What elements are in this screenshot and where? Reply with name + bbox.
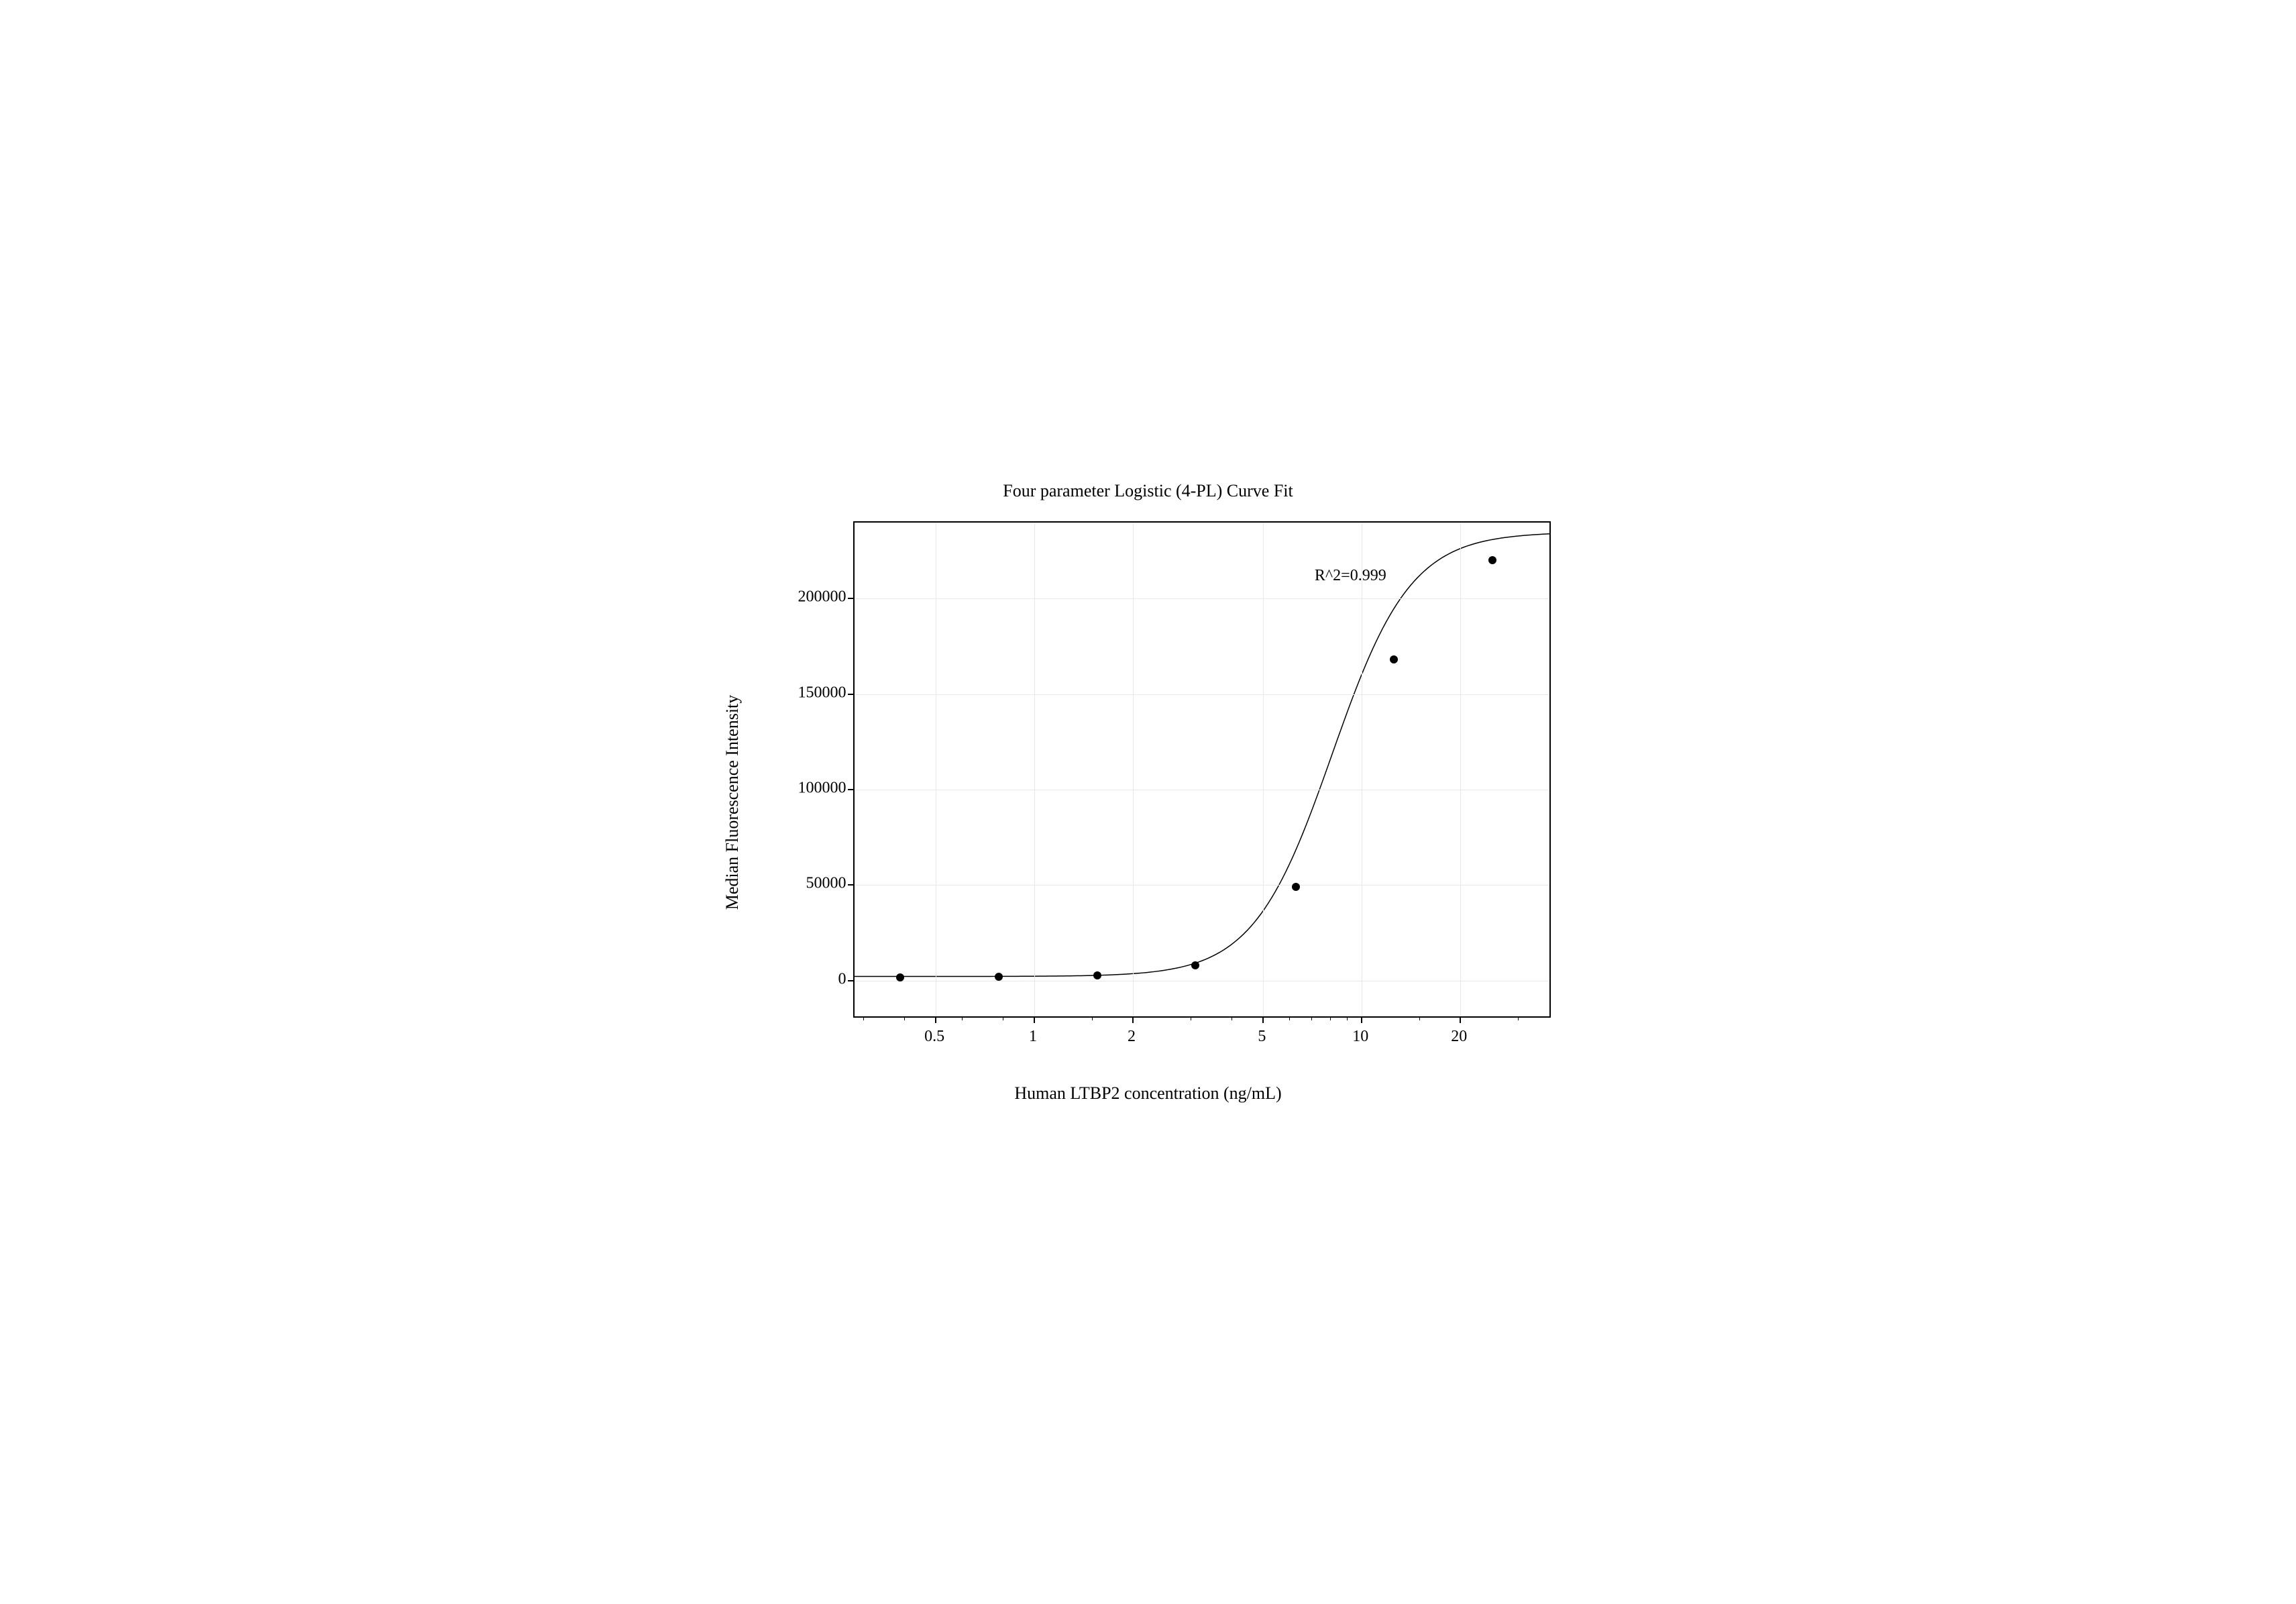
x-tick-minor <box>1289 1016 1290 1020</box>
y-tick <box>848 598 855 599</box>
data-point <box>1292 883 1300 891</box>
y-tick-label: 150000 <box>798 684 846 702</box>
x-tick-minor <box>1347 1016 1348 1020</box>
y-tick <box>848 884 855 886</box>
x-tick <box>1034 1016 1035 1023</box>
y-tick <box>848 789 855 790</box>
data-point <box>896 973 904 981</box>
x-tick-minor <box>1311 1016 1312 1020</box>
grid-line-horizontal <box>855 598 1549 599</box>
x-tick-label: 20 <box>1451 1028 1467 1046</box>
chart-container: Four parameter Logistic (4-PL) Curve Fit… <box>679 474 1618 1130</box>
grid-line-vertical <box>1263 523 1264 1016</box>
grid-line-vertical <box>1133 523 1134 1016</box>
x-tick-label: 5 <box>1258 1028 1266 1046</box>
y-tick-label: 100000 <box>798 779 846 797</box>
data-point <box>1093 971 1101 979</box>
x-tick-label: 10 <box>1352 1028 1368 1046</box>
x-tick-minor <box>1330 1016 1331 1020</box>
y-tick <box>848 694 855 695</box>
x-tick <box>1262 1016 1264 1023</box>
y-tick-label: 200000 <box>798 588 846 606</box>
x-tick-label: 0.5 <box>924 1028 944 1046</box>
grid-line-horizontal <box>855 694 1549 695</box>
x-tick-minor <box>962 1016 963 1020</box>
grid-line-vertical <box>1460 523 1461 1016</box>
fit-curve <box>855 533 1549 976</box>
x-tick-minor <box>904 1016 905 1020</box>
x-tick-minor <box>1419 1016 1420 1020</box>
grid-line-horizontal <box>855 885 1549 886</box>
x-tick-minor <box>1518 1016 1519 1020</box>
r-squared-annotation: R^2=0.999 <box>1315 567 1386 585</box>
y-tick-label: 50000 <box>806 875 846 893</box>
data-point <box>1390 655 1398 663</box>
data-point <box>995 973 1003 981</box>
x-tick-minor <box>1092 1016 1093 1020</box>
grid-line-vertical <box>1034 523 1035 1016</box>
x-tick-minor <box>863 1016 864 1020</box>
x-tick <box>1361 1016 1362 1023</box>
x-tick-label: 1 <box>1029 1028 1037 1046</box>
y-axis-label: Median Fluorescence Intensity <box>722 694 743 910</box>
chart-title: Four parameter Logistic (4-PL) Curve Fit <box>679 481 1618 501</box>
x-tick <box>1460 1016 1461 1023</box>
plot-area: R^2=0.999 <box>853 521 1551 1018</box>
x-tick <box>935 1016 936 1023</box>
y-tick-label: 0 <box>838 970 846 988</box>
y-tick <box>848 980 855 981</box>
data-point <box>1191 961 1199 969</box>
x-axis-label: Human LTBP2 concentration (ng/mL) <box>679 1083 1618 1104</box>
x-tick <box>1132 1016 1134 1023</box>
data-point <box>1488 556 1496 564</box>
fit-curve-svg <box>855 523 1549 1016</box>
x-tick-label: 2 <box>1128 1028 1136 1046</box>
